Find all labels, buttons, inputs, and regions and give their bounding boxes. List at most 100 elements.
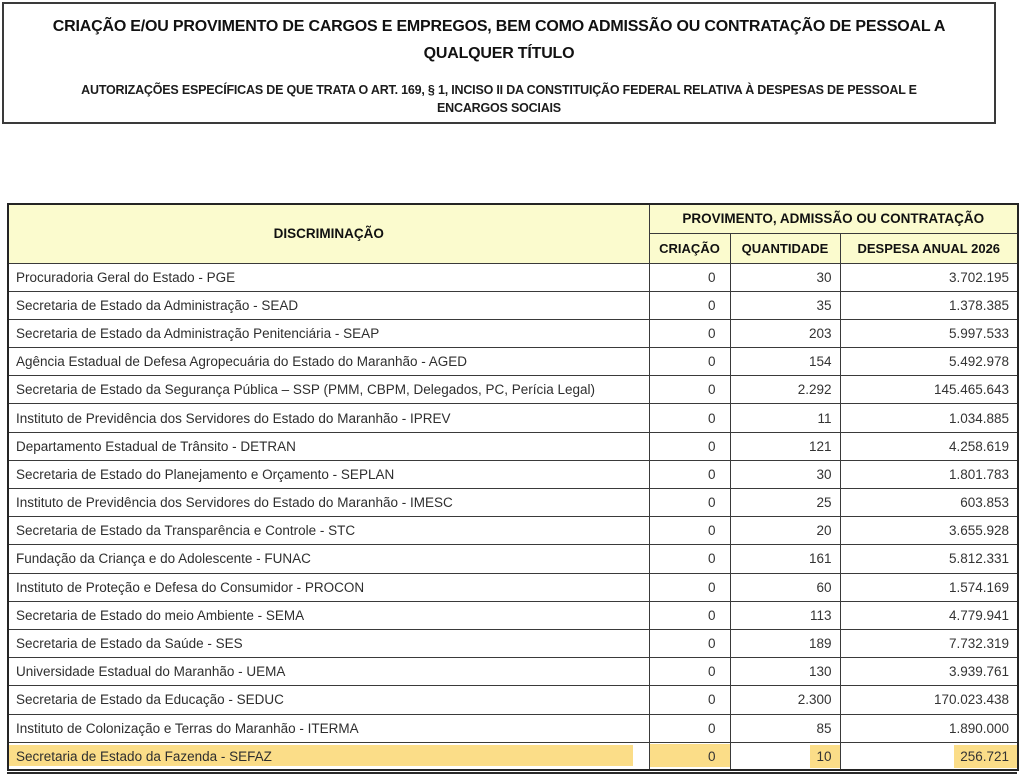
despesa-cell: 256.721: [839, 741, 1019, 771]
column-header-discriminacao: DISCRIMINAÇÃO: [7, 203, 650, 264]
quantidade-cell: 2.300: [729, 685, 841, 715]
org-name: Secretaria de Estado da Saúde - SES: [16, 636, 243, 652]
table-row: Secretaria de Estado da Administração Pe…: [7, 318, 1019, 349]
despesa-value: 4.258.619: [948, 438, 1010, 454]
org-name-cell: Secretaria de Estado da Transparência e …: [7, 516, 650, 546]
table-row: Fundação da Criança e do Adolescente - F…: [7, 544, 1019, 574]
despesa-value: 145.465.643: [933, 382, 1010, 398]
quantidade-cell: 60: [729, 572, 841, 602]
despesa-value: 5.812.331: [948, 551, 1010, 567]
despesa-value: 3.702.195: [948, 269, 1010, 285]
table-row: Instituto de Proteção e Defesa do Consum…: [7, 572, 1019, 602]
document-header-box: CRIAÇÃO E/OU PROVIMENTO DE CARGOS E EMPR…: [2, 2, 996, 124]
criacao-value: 0: [707, 466, 716, 482]
criacao-cell: 0: [648, 347, 731, 377]
criacao-cell: 0: [648, 403, 731, 433]
despesa-value: 3.939.761: [948, 664, 1010, 680]
org-name-cell: Secretaria de Estado da Saúde - SES: [7, 628, 650, 659]
quantidade-cell: 2.292: [729, 375, 841, 405]
table-body: Procuradoria Geral do Estado - PGE 0 30 …: [7, 262, 1019, 771]
despesa-value: 1.801.783: [948, 466, 1010, 482]
despesa-cell: 603.853: [839, 487, 1019, 518]
org-name: Fundação da Criança e do Adolescente - F…: [16, 551, 311, 567]
authorizations-table: DISCRIMINAÇÃO PROVIMENTO, ADMISSÃO OU CO…: [7, 203, 1020, 772]
criacao-value: 0: [707, 692, 716, 708]
criacao-value: 0: [707, 551, 716, 567]
quantidade-value: 20: [816, 523, 832, 539]
despesa-value: 170.023.438: [933, 692, 1010, 708]
table-header: DISCRIMINAÇÃO PROVIMENTO, ADMISSÃO OU CO…: [7, 203, 1019, 264]
quantidade-cell: 10: [729, 741, 841, 771]
quantidade-cell: 203: [729, 318, 841, 349]
despesa-cell: 5.812.331: [839, 544, 1019, 574]
quantidade-cell: 30: [729, 262, 841, 292]
table-row: Secretaria de Estado da Transparência e …: [7, 516, 1019, 546]
despesa-cell: 1.801.783: [839, 459, 1019, 490]
quantidade-value: 2.300: [797, 692, 832, 708]
org-name-cell: Fundação da Criança e do Adolescente - F…: [7, 544, 650, 574]
org-name: Instituto de Previdência dos Servidores …: [16, 495, 453, 511]
quantidade-value: 35: [816, 297, 832, 313]
despesa-value: 1.378.385: [948, 297, 1010, 313]
column-header-despesa-anual: DESPESA ANUAL 2026: [839, 232, 1019, 264]
org-name-cell: Secretaria de Estado da Educação - SEDUC: [7, 685, 650, 715]
criacao-cell: 0: [648, 459, 731, 490]
quantidade-value: 10: [810, 744, 839, 768]
org-name: Secretaria de Estado da Educação - SEDUC: [16, 692, 284, 708]
org-name: Departamento Estadual de Trânsito - DETR…: [16, 438, 296, 454]
document-subtitle: AUTORIZAÇÕES ESPECÍFICAS DE QUE TRATA O …: [79, 81, 919, 117]
org-name: Instituto de Colonização e Terras do Mar…: [16, 720, 359, 736]
document-subtitle-line1: AUTORIZAÇÕES ESPECÍFICAS DE QUE TRATA O …: [81, 83, 917, 97]
criacao-cell: 0: [648, 487, 731, 518]
org-name-cell: Departamento Estadual de Trânsito - DETR…: [7, 431, 650, 461]
quantidade-cell: 130: [729, 657, 841, 687]
partial-next-row-border: [7, 772, 1017, 774]
quantidade-cell: 161: [729, 544, 841, 574]
criacao-cell: 0: [648, 375, 731, 405]
despesa-value: 7.732.319: [948, 636, 1010, 652]
criacao-cell: 0: [648, 290, 731, 320]
org-name: Secretaria de Estado da Transparência e …: [16, 523, 356, 539]
criacao-value: 0: [707, 495, 716, 511]
criacao-cell: 0: [648, 262, 731, 292]
despesa-value: 1.034.885: [948, 410, 1010, 426]
table-row: Agência Estadual de Defesa Agropecuária …: [7, 347, 1019, 377]
despesa-value: 1.574.169: [948, 579, 1010, 595]
org-name: Secretaria de Estado da Administração Pe…: [16, 325, 380, 341]
criacao-value: 0: [707, 297, 716, 313]
org-name-cell: Agência Estadual de Defesa Agropecuária …: [7, 347, 650, 377]
org-name-cell: Secretaria de Estado da Fazenda - SEFAZ: [7, 741, 650, 771]
quantidade-value: 130: [808, 664, 832, 680]
org-name: Instituto de Previdência dos Servidores …: [16, 410, 451, 426]
quantidade-value: 30: [816, 466, 832, 482]
org-name-cell: Secretaria de Estado da Segurança Públic…: [7, 375, 650, 405]
despesa-value: 603.853: [960, 495, 1010, 511]
despesa-cell: 3.939.761: [839, 657, 1019, 687]
table-row: Secretaria de Estado do Planejamento e O…: [7, 459, 1019, 490]
quantidade-value: 121: [808, 438, 832, 454]
table-row: Secretaria de Estado da Fazenda - SEFAZ …: [7, 741, 1019, 771]
criacao-cell: 0: [648, 572, 731, 602]
org-name-cell: Procuradoria Geral do Estado - PGE: [7, 262, 650, 292]
quantidade-cell: 121: [729, 431, 841, 461]
quantidade-cell: 30: [729, 459, 841, 490]
criacao-value: 0: [707, 636, 716, 652]
despesa-value: 3.655.928: [948, 523, 1010, 539]
despesa-cell: 145.465.643: [839, 375, 1019, 405]
criacao-cell: 0: [648, 600, 731, 630]
despesa-value: 256.721: [954, 744, 1018, 768]
table-row: Secretaria de Estado do meio Ambiente - …: [7, 600, 1019, 630]
table-row: Secretaria de Estado da Segurança Públic…: [7, 375, 1019, 405]
quantidade-value: 189: [808, 636, 832, 652]
document-subtitle-line2: ENCARGOS SOCIAIS: [437, 101, 561, 115]
criacao-value: 0: [707, 523, 716, 539]
despesa-value: 5.997.533: [948, 325, 1010, 341]
despesa-cell: 1.574.169: [839, 572, 1019, 602]
org-name: Agência Estadual de Defesa Agropecuária …: [16, 354, 468, 370]
quantidade-value: 203: [808, 325, 832, 341]
despesa-cell: 5.492.978: [839, 347, 1019, 377]
org-name-cell: Secretaria de Estado do meio Ambiente - …: [7, 600, 650, 630]
org-name-cell: Instituto de Proteção e Defesa do Consum…: [7, 572, 650, 602]
criacao-cell: 0: [648, 431, 731, 461]
